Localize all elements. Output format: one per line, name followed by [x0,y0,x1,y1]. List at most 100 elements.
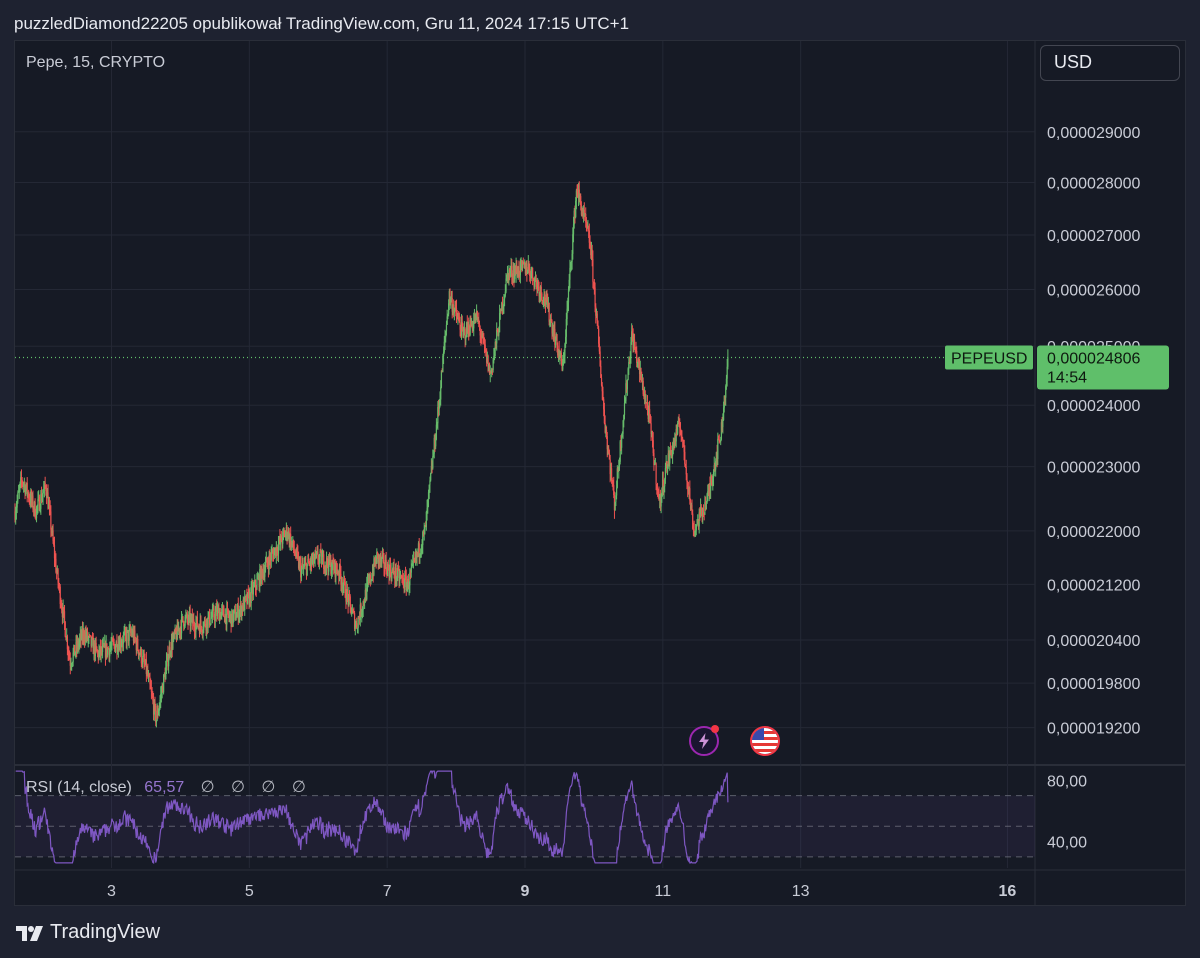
candle-body [662,479,664,492]
candle-body [384,567,386,569]
candle-body [366,581,369,584]
candle-body [315,553,317,555]
candle-body [351,613,353,615]
candle-body [498,332,500,336]
candle-body [534,279,536,287]
candle-body [118,644,120,651]
candle-body [387,564,389,569]
candle-body [117,644,119,651]
candle-body [314,553,316,560]
candle-body [147,670,149,678]
candle-body [501,302,504,312]
candle-body [144,661,146,665]
candle-body [694,531,696,532]
candle-body [468,324,470,334]
candle-body [689,488,691,501]
candle-body [330,559,332,574]
candle-body [510,265,512,271]
candle-body [267,563,269,565]
candle-body [198,627,201,634]
candle-body [306,564,308,575]
candle-body [264,562,267,570]
candle-body [679,425,681,429]
candle-body [94,642,97,657]
candle-body [430,465,432,474]
candle-body [664,467,667,480]
candle-body [227,608,229,615]
currency-button[interactable]: USD [1040,45,1180,81]
candle-body [360,604,362,616]
candle-body [19,482,21,489]
candle-body [505,278,507,292]
candle-body [146,670,148,675]
candle-body [64,622,66,637]
candle-body [722,407,725,420]
candle-body [568,279,570,291]
candle-body [315,552,318,555]
candle-body [386,571,388,576]
candle-body [59,586,61,604]
candle-body [402,577,404,586]
candle-body [455,308,458,316]
candle-body [682,438,684,440]
candle-body [479,327,481,336]
candle-body [466,323,468,332]
candle-body [38,496,41,511]
candle-body [547,299,549,309]
candle-body [445,331,447,338]
candle-body [157,710,160,715]
candle-body [457,318,459,320]
candle-body [153,701,155,715]
candle-body [369,574,371,581]
candle-body [389,564,392,574]
candle-body [390,573,392,579]
candle-body [341,583,343,589]
candle-body [254,580,256,586]
candle-body [255,588,257,590]
candle-body [506,273,509,275]
candle-body [316,552,318,553]
candle-body [404,574,406,588]
candle-body [533,280,535,287]
candle-body [559,355,561,358]
candle-body [552,329,554,334]
candle-body [367,579,369,582]
us-flag-icon[interactable] [750,726,780,756]
candle-body [609,459,611,475]
candle-body [26,482,28,495]
candle-body [116,641,118,653]
candle-body [635,348,637,351]
candle-body [286,527,288,538]
candle-body [639,367,641,375]
candle-body [551,321,553,334]
candle-body [222,607,224,609]
candle-body [677,423,679,434]
candle-body [38,496,40,499]
candle-body [542,300,544,303]
flash-lightning-icon[interactable] [689,725,719,756]
candle-body [102,644,104,646]
candle-body [129,628,132,633]
candle-body [237,605,239,620]
chart-frame[interactable] [14,40,1186,906]
candle-body [379,555,382,562]
candle-body [164,674,166,680]
candle-body [331,559,333,571]
candle-body [193,626,196,632]
candle-body [25,488,27,495]
candle-body [448,303,450,315]
candle-body [577,189,580,198]
candle-body [392,567,394,571]
tradingview-brand[interactable]: TradingView [16,921,160,944]
candle-body [190,618,192,627]
candle-body [193,619,195,627]
x-tick-label: 11 [655,883,672,900]
candle-body [443,341,445,352]
candle-body [239,609,241,615]
candle-body [713,464,715,472]
candle-body [726,366,728,379]
candle-body [590,249,593,256]
candle-body [279,537,281,543]
candle-body [108,649,110,657]
